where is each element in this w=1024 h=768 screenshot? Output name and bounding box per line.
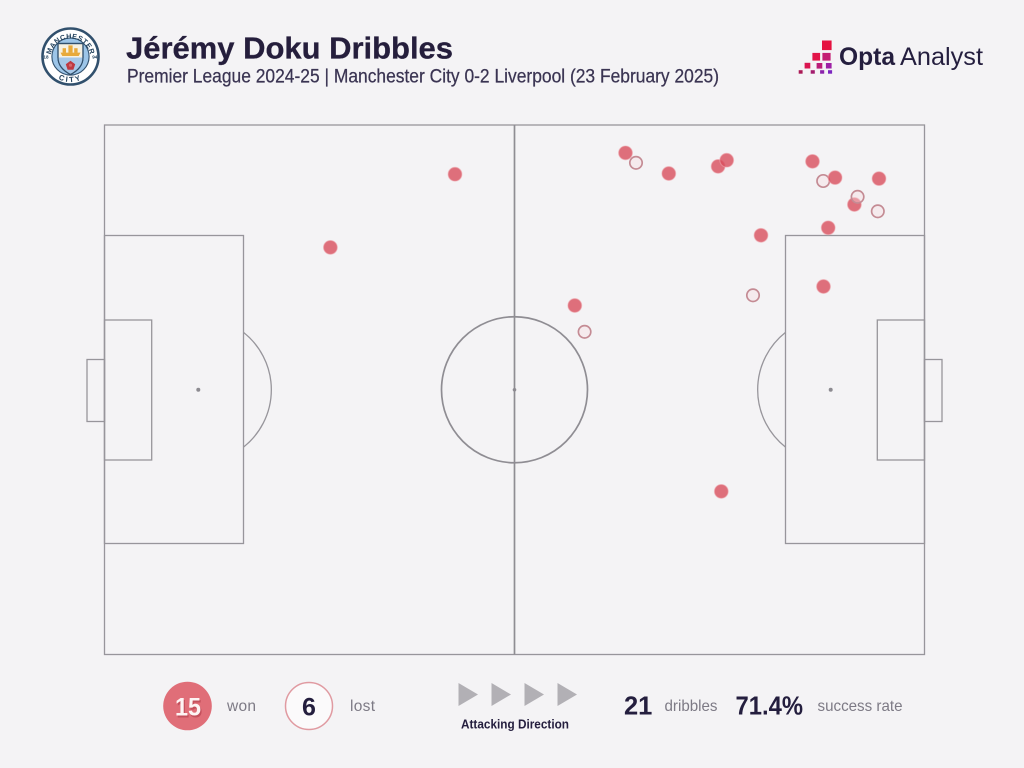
svg-text:lost: lost	[350, 698, 376, 715]
svg-text:dribbles: dribbles	[665, 698, 718, 715]
svg-text:success rate: success rate	[818, 698, 903, 715]
svg-text:15: 15	[176, 695, 202, 723]
svg-text:CITY: CITY	[58, 73, 84, 85]
svg-text:Jérémy Doku Dribbles: Jérémy Doku Dribbles	[126, 32, 453, 66]
svg-text:18: 18	[43, 55, 49, 60]
svg-text:71.4%: 71.4%	[736, 693, 804, 721]
svg-text:Analyst: Analyst	[900, 43, 983, 71]
svg-text:Premier League 2024-25 | Manch: Premier League 2024-25 | Manchester City…	[127, 66, 719, 88]
svg-text:Opta: Opta	[839, 43, 896, 71]
svg-text:21: 21	[624, 693, 652, 721]
svg-text:won: won	[226, 698, 256, 715]
svg-text:Attacking Direction: Attacking Direction	[461, 717, 569, 732]
svg-text:94: 94	[92, 55, 98, 60]
svg-text:15: 15	[175, 694, 201, 722]
svg-text:6: 6	[302, 694, 316, 722]
